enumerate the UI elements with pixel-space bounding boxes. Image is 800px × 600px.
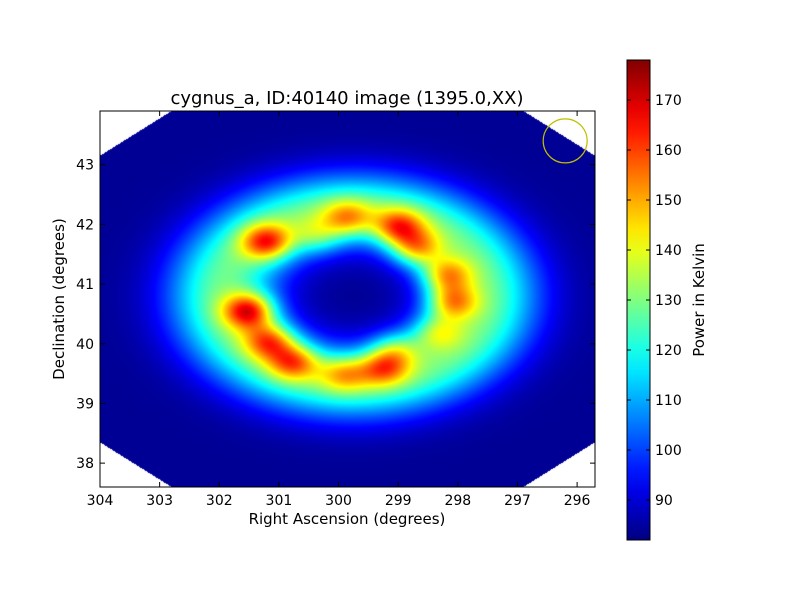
colorbar-tick-label: 110: [655, 393, 682, 409]
colorbar-tick-label: 120: [655, 343, 682, 359]
chart-title: cygnus_a, ID:40140 image (1395.0,XX): [170, 88, 523, 109]
colorbar-tick-label: 160: [655, 143, 682, 159]
x-axis-label: Right Ascension (degrees): [249, 510, 446, 528]
colorbar-tick-label: 140: [655, 243, 682, 259]
y-tick-label: 39: [76, 396, 94, 412]
colorbar-tick-label: 100: [655, 443, 682, 459]
x-tick-label: 296: [564, 493, 591, 509]
colorbar-tick-label: 170: [655, 93, 682, 109]
x-tick-label: 300: [325, 493, 352, 509]
y-tick-label: 38: [76, 456, 94, 472]
colorbar-label: Power in Kelvin: [690, 243, 708, 357]
colorbar: 90 100 110 120 130 140 150 160 170 Power in Kelv…: [626, 59, 708, 541]
y-tick-label: 40: [76, 337, 94, 353]
x-axis: 304 303 302 301 300 299 298 297 296: [87, 111, 591, 509]
y-tick-label: 41: [76, 277, 94, 293]
heatmap-area: [100, 111, 595, 487]
colorbar-tick-label: 90: [655, 493, 673, 509]
x-tick-label: 297: [504, 493, 531, 509]
x-tick-label: 304: [87, 493, 114, 509]
x-tick-label: 301: [266, 493, 293, 509]
x-tick-label: 299: [385, 493, 412, 509]
y-axis: 38 39 40 41 42 43: [76, 158, 595, 472]
x-tick-label: 302: [206, 493, 233, 509]
colorbar-gradient: [627, 60, 650, 540]
beam-marker: [542, 118, 588, 164]
y-axis-label: Declination (degrees): [50, 218, 68, 380]
x-tick-label: 303: [146, 493, 173, 509]
y-tick-label: 43: [76, 158, 94, 174]
colorbar-ticks: 90 100 110 120 130 140 150 160 170: [627, 93, 682, 509]
heatmap-image: [100, 111, 595, 487]
x-tick-label: 298: [444, 493, 471, 509]
plot-frame: [99, 110, 596, 488]
colorbar-tick-label: 130: [655, 293, 682, 309]
colorbar-tick-label: 150: [655, 193, 682, 209]
y-tick-label: 42: [76, 217, 94, 233]
